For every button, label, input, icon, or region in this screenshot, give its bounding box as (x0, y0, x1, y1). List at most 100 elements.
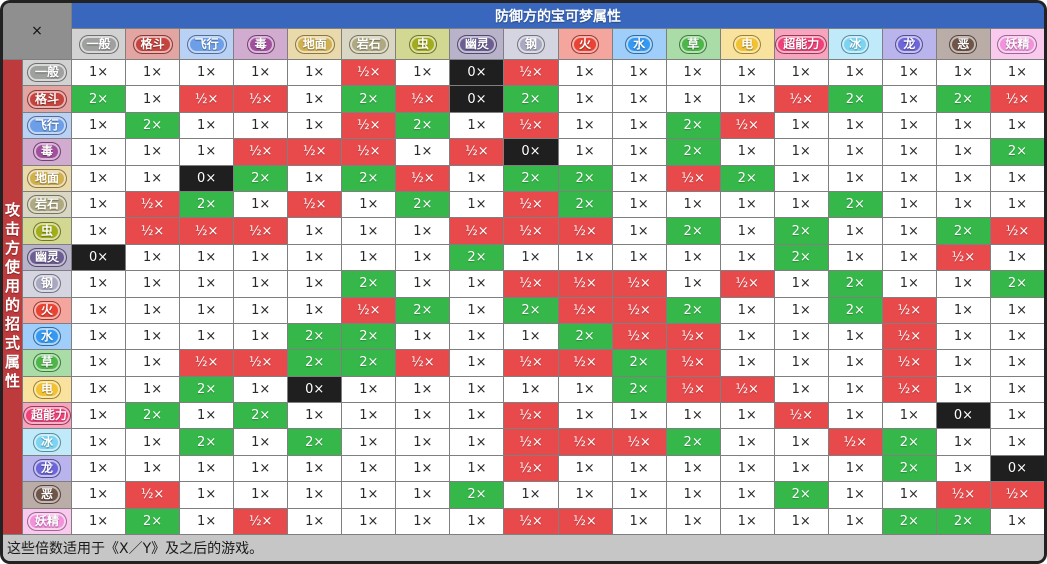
col-header-冰: 冰 (828, 29, 882, 59)
effectiveness-cell: 1× (288, 112, 342, 139)
type-badge[interactable]: 毒 (246, 34, 275, 54)
type-badge[interactable]: 飞行 (186, 34, 227, 54)
type-chart-layout: × 防御方的宝可梦属性 攻击方使用的招式属性 一般 格斗 飞行毒地面 岩石虫幽灵钢火水… (3, 3, 1044, 561)
type-badge[interactable]: 龙 (895, 34, 924, 54)
effectiveness-cell: 1× (450, 350, 504, 376)
effectiveness-cell: 1× (234, 455, 288, 482)
type-badge[interactable]: 恶 (32, 485, 61, 505)
type-badge[interactable]: 一般 (78, 34, 119, 54)
effectiveness-cell: 1× (450, 297, 504, 323)
type-badge[interactable]: 虫 (32, 221, 61, 241)
type-badge[interactable]: 妖精 (997, 34, 1038, 54)
effectiveness-cell: ½× (882, 350, 936, 376)
type-badge[interactable]: 电 (32, 379, 61, 399)
type-badge[interactable]: 钢 (516, 34, 545, 54)
type-badge[interactable]: 草 (679, 34, 708, 54)
type-badge[interactable]: 岩石 (348, 34, 389, 54)
effectiveness-cell: 1× (720, 60, 774, 86)
row-header-冰: 冰 (23, 429, 71, 455)
row-header-毒: 毒 (23, 139, 71, 165)
effectiveness-cell: ½× (558, 429, 612, 455)
effectiveness-cell: 1× (234, 376, 288, 403)
effectiveness-cell: ½× (180, 218, 234, 244)
effectiveness-cell: 1× (72, 350, 126, 376)
effectiveness-cell: 2× (936, 86, 990, 112)
type-badge[interactable]: 一般 (26, 63, 67, 83)
row-header-幽灵: 幽灵 (23, 244, 71, 271)
effectiveness-cell: 1× (342, 429, 396, 455)
effectiveness-cell: 1× (720, 191, 774, 218)
type-badge[interactable]: 地面 (26, 168, 67, 188)
effectiveness-cell: ½× (558, 271, 612, 297)
effectiveness-cell: 1× (936, 455, 990, 482)
type-badge[interactable]: 火 (32, 300, 61, 320)
effectiveness-cell: 2× (396, 112, 450, 139)
effectiveness-cell: 1× (882, 482, 936, 508)
effectiveness-cell: 2× (720, 165, 774, 191)
type-badge[interactable]: 电 (733, 34, 762, 54)
effectiveness-cell: 1× (558, 244, 612, 271)
type-badge[interactable]: 飞行 (26, 115, 67, 135)
effectiveness-cell: 1× (72, 139, 126, 165)
effectiveness-cell: 1× (882, 244, 936, 271)
type-badge[interactable]: 火 (571, 34, 600, 54)
effectiveness-cell: 1× (342, 403, 396, 429)
type-badge[interactable]: 妖精 (26, 511, 67, 531)
type-badge[interactable]: 幽灵 (456, 34, 497, 54)
type-badge[interactable]: 草 (32, 353, 61, 373)
type-badge[interactable]: 超能力 (775, 34, 828, 54)
effectiveness-cell: 1× (72, 403, 126, 429)
effectiveness-cell: 1× (612, 86, 666, 112)
type-badge[interactable]: 格斗 (132, 34, 173, 54)
effectiveness-cell: 2× (612, 376, 666, 403)
type-badge[interactable]: 恶 (949, 34, 978, 54)
effectiveness-cell: 1× (720, 139, 774, 165)
effectiveness-cell: 1× (828, 244, 882, 271)
effectiveness-cell: 2× (504, 297, 558, 323)
effectiveness-cell: 1× (72, 429, 126, 455)
effectiveness-cell: 1× (828, 165, 882, 191)
effectiveness-cell: 1× (396, 403, 450, 429)
effectiveness-cell: ½× (612, 297, 666, 323)
type-badge[interactable]: 龙 (32, 459, 61, 479)
type-badge[interactable]: 幽灵 (26, 247, 67, 267)
effectiveness-cell: 1× (882, 271, 936, 297)
type-badge[interactable]: 虫 (408, 34, 437, 54)
effectiveness-cell: ½× (396, 165, 450, 191)
type-badge[interactable]: 冰 (841, 34, 870, 54)
col-header-妖精: 妖精 (990, 29, 1044, 59)
effectiveness-cell: 1× (342, 508, 396, 534)
effectiveness-cell: 1× (612, 191, 666, 218)
effectiveness-cell: 1× (774, 191, 828, 218)
effectiveness-cell: 2× (288, 350, 342, 376)
effectiveness-cell: 1× (234, 191, 288, 218)
effectiveness-cell: ½× (234, 86, 288, 112)
type-badge[interactable]: 冰 (32, 432, 61, 452)
type-badge[interactable]: 地面 (294, 34, 335, 54)
effectiveness-cell: 1× (720, 86, 774, 112)
effectiveness-cell: ½× (504, 429, 558, 455)
type-badge[interactable]: 水 (32, 327, 61, 347)
effectiveness-cell: 0× (72, 244, 126, 271)
effectiveness-cell: ½× (774, 86, 828, 112)
effectiveness-cell: 1× (882, 112, 936, 139)
close-button[interactable]: × (3, 3, 71, 59)
type-badge[interactable]: 岩石 (26, 195, 67, 215)
effectiveness-cell: 1× (72, 455, 126, 482)
type-badge[interactable]: 格斗 (26, 89, 67, 109)
effectiveness-cell: 1× (720, 350, 774, 376)
effectiveness-cell: 1× (450, 271, 504, 297)
type-badge[interactable]: 水 (625, 34, 654, 54)
effectiveness-cell: 2× (990, 139, 1044, 165)
effectiveness-cell: 1× (774, 323, 828, 350)
effectiveness-cell: 2× (882, 429, 936, 455)
effectiveness-cell: ½× (450, 139, 504, 165)
type-badge[interactable]: 钢 (32, 274, 61, 294)
type-badge[interactable]: 毒 (32, 142, 61, 162)
effectiveness-cell: ½× (126, 482, 180, 508)
effectiveness-cell: 1× (450, 191, 504, 218)
type-badge[interactable]: 超能力 (23, 406, 71, 426)
effectiveness-cell: 1× (396, 244, 450, 271)
effectiveness-cell: 0× (288, 376, 342, 403)
col-header-电: 电 (720, 29, 774, 59)
